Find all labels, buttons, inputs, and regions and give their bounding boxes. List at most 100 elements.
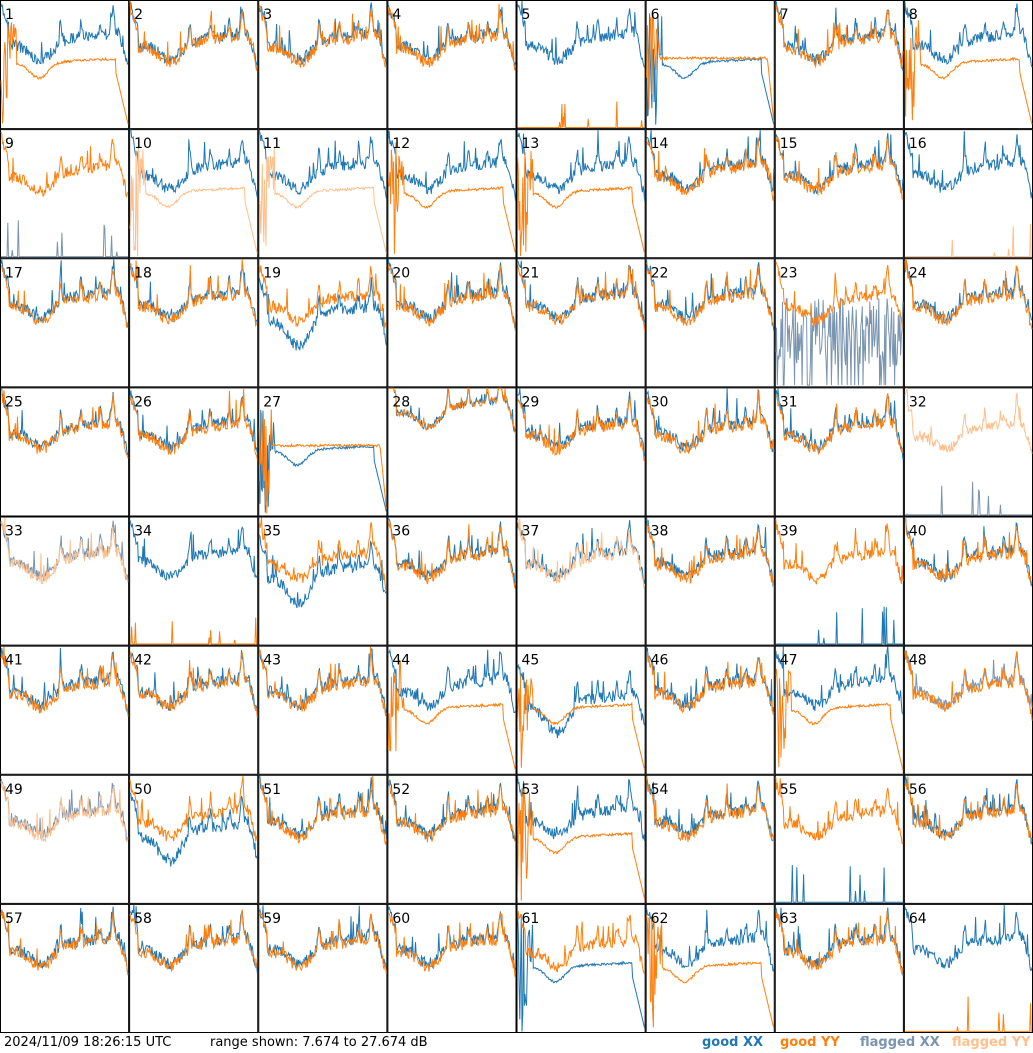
- series-xx-panel-22: [646, 260, 775, 332]
- series-yy-panel-28: [388, 387, 516, 434]
- series-xx-panel-57: [0, 906, 129, 976]
- panel-label: 64: [909, 911, 927, 927]
- series-xx-panel-47: [775, 646, 904, 715]
- series-xx-panel-44: [388, 648, 516, 713]
- series-yy-panel-57: [0, 909, 129, 975]
- series-xx-panel-6: [646, 13, 775, 125]
- panel-label: 45: [522, 653, 540, 669]
- panel-44: 44: [387, 645, 517, 775]
- panel-label: 13: [522, 136, 540, 152]
- series-xx-panel-64: [904, 904, 1033, 972]
- panel-43: 43: [258, 645, 388, 775]
- series-xx-panel-39: [775, 606, 903, 645]
- series-yy-panel-33: [0, 517, 129, 585]
- series-yy-panel-63: [775, 910, 904, 975]
- panel-label: 52: [392, 782, 410, 798]
- panel-label: 54: [651, 782, 669, 798]
- panel-frame: [516, 774, 646, 904]
- panel-frame: [258, 645, 388, 775]
- panel-42: 42: [129, 645, 259, 775]
- legend-flagged-xx: flagged XX: [860, 1035, 940, 1050]
- panel-frame: [387, 774, 517, 904]
- panel-frame: [645, 774, 775, 904]
- panel-frame: [516, 387, 646, 517]
- panel-frame: [774, 903, 904, 1033]
- series-yy-panel-7: [775, 4, 904, 70]
- panel-46: 46: [645, 645, 775, 775]
- panel-label: 7: [780, 7, 789, 23]
- series-xx-panel-1: [0, 3, 129, 65]
- panel-label: 39: [780, 524, 798, 540]
- panel-frame: [774, 258, 904, 388]
- panel-label: 29: [522, 394, 540, 410]
- series-yy-panel-14: [646, 137, 775, 201]
- series-yy-panel-22: [646, 262, 775, 326]
- legend-flagged-xx-prefix: flagged: [860, 1035, 916, 1050]
- panel-21: 21: [516, 258, 646, 388]
- panel-frame: [0, 516, 130, 646]
- series-xx-panel-2: [129, 2, 258, 68]
- series-yy-panel-32: [904, 387, 1033, 454]
- panel-31: 31: [774, 387, 904, 517]
- series-xx-panel-52: [387, 775, 516, 841]
- series-yy-panel-13: [517, 151, 646, 257]
- panel-14: 14: [645, 129, 775, 259]
- panel-1: 1: [0, 0, 130, 130]
- panel-frame: [0, 258, 130, 388]
- series-yy-panel-12: [387, 142, 516, 254]
- panel-label: 51: [263, 782, 281, 798]
- panel-label: 61: [522, 911, 540, 927]
- panel-60: 60: [387, 903, 517, 1033]
- series-yy-panel-3: [258, 5, 387, 68]
- panel-frame: [387, 258, 517, 388]
- panel-8: 8: [903, 0, 1033, 130]
- series-xx-panel-19: [258, 277, 387, 351]
- panel-frame: [516, 903, 646, 1033]
- panel-40: 40: [903, 516, 1033, 646]
- panel-frame: [258, 129, 388, 259]
- panel-54: 54: [645, 774, 775, 904]
- series-yy-panel-53: [517, 787, 646, 901]
- series-yy-panel-34: [130, 617, 258, 645]
- footer: 2024/11/09 18:26:15 UTC range shown: 7.6…: [0, 1033, 1033, 1053]
- panel-label: 10: [134, 136, 152, 152]
- panel-label: 16: [909, 136, 927, 152]
- panel-label: 35: [263, 524, 281, 540]
- panel-label: 2: [134, 7, 143, 23]
- series-yy-panel-60: [387, 911, 516, 979]
- series-yy-panel-61: [517, 910, 645, 974]
- series-xx-panel-32: [904, 481, 1032, 516]
- panel-53: 53: [516, 774, 646, 904]
- panel-frame: [774, 387, 904, 517]
- panel-frame: [0, 903, 130, 1033]
- series-yy-panel-54: [646, 776, 775, 843]
- panel-label: 22: [651, 265, 669, 281]
- panel-label: 59: [263, 911, 281, 927]
- series-xx-panel-13: [517, 130, 646, 201]
- panel-frame: [258, 0, 388, 130]
- panel-label: 46: [651, 653, 669, 669]
- panel-frame: [387, 903, 517, 1033]
- panel-label: 5: [522, 7, 531, 23]
- panel-32: 32: [903, 387, 1033, 517]
- panel-label: 6: [651, 7, 660, 23]
- panel-label: 40: [909, 524, 927, 540]
- panel-label: 53: [522, 782, 540, 798]
- legend-good-xx-prefix: good: [702, 1035, 739, 1050]
- series-yy-panel-27: [258, 409, 387, 514]
- panel-frame: [645, 258, 775, 388]
- panel-18: 18: [129, 258, 259, 388]
- series-xx-panel-16: [904, 131, 1033, 199]
- panel-label: 44: [392, 653, 410, 669]
- series-yy-panel-15: [775, 135, 904, 201]
- panel-label: 50: [134, 782, 152, 798]
- series-yy-panel-36: [387, 521, 516, 588]
- panel-62: 62: [645, 903, 775, 1033]
- panel-20: 20: [387, 258, 517, 388]
- panel-38: 38: [645, 516, 775, 646]
- series-yy-panel-62: [646, 915, 775, 1029]
- series-yy-panel-16: [904, 223, 1032, 258]
- series-xx-panel-56: [904, 776, 1033, 845]
- series-xx-panel-12: [387, 130, 516, 202]
- panel-frame: [258, 903, 388, 1033]
